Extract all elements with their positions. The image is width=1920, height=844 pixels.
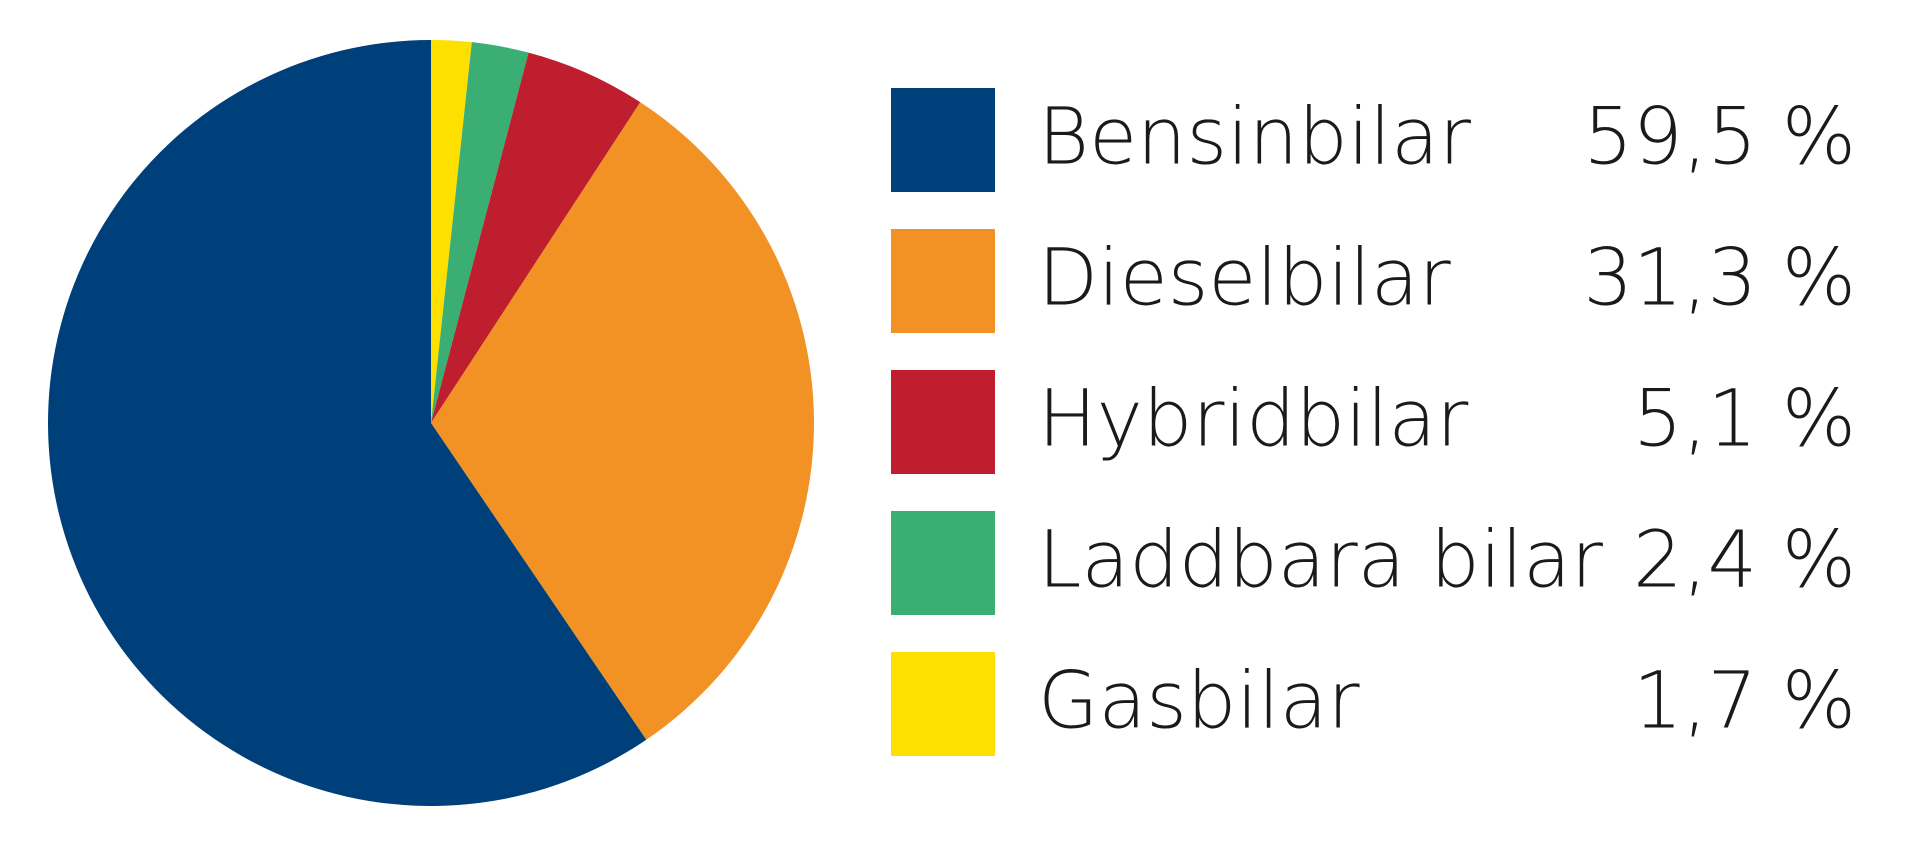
legend-label: Gasbilar bbox=[1038, 657, 1360, 747]
legend-label: Dieselbilar bbox=[1038, 234, 1451, 324]
pie-slice bbox=[431, 42, 529, 423]
legend-swatch bbox=[891, 652, 995, 756]
legend-label: Bensinbilar bbox=[1038, 93, 1471, 183]
legend-label: Laddbara bilar bbox=[1038, 516, 1603, 606]
legend-swatch bbox=[891, 229, 995, 333]
value-label: 2,4 % bbox=[1633, 516, 1856, 606]
pie-slice bbox=[431, 102, 814, 740]
value-label: 59,5 % bbox=[1583, 93, 1856, 183]
value-label: 1,7 % bbox=[1633, 657, 1856, 747]
legend-swatch bbox=[891, 88, 995, 192]
pie-slice bbox=[431, 52, 641, 424]
value-label: 5,1 % bbox=[1633, 375, 1856, 465]
pie-slice bbox=[431, 40, 472, 423]
legend-swatch bbox=[891, 511, 995, 615]
value-label: 31,3 % bbox=[1583, 234, 1856, 324]
pie-slice bbox=[48, 40, 647, 806]
legend-label: Hybridbilar bbox=[1038, 375, 1468, 465]
legend-swatch bbox=[891, 370, 995, 474]
